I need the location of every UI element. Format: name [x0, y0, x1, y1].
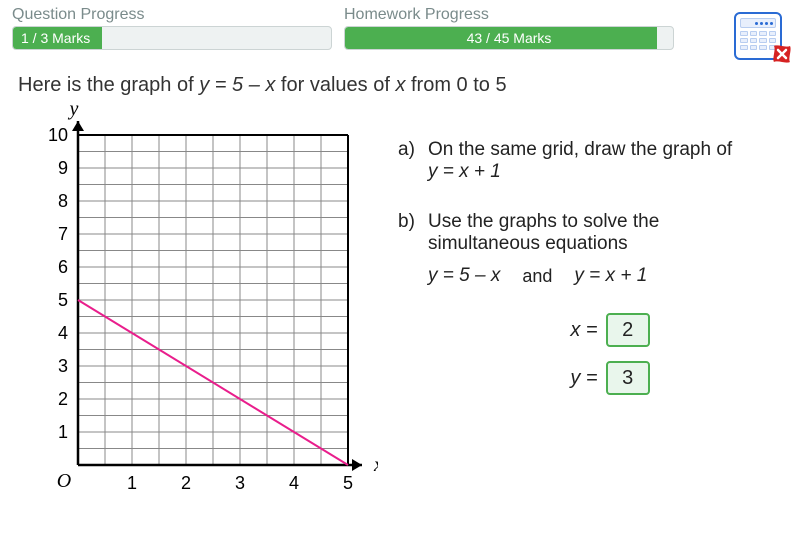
svg-text:2: 2	[58, 389, 68, 409]
svg-text:7: 7	[58, 224, 68, 244]
homework-progress-text: 43 / 45 Marks	[467, 27, 552, 49]
graph-area[interactable]: 1 2 3 4 5 1 2 3 4 5 6 7 8 9 10 Ox y	[18, 105, 378, 525]
answer-y-label: y =	[570, 367, 597, 390]
svg-text:1: 1	[127, 473, 137, 493]
question-prefix: Here is the graph of	[18, 74, 199, 96]
svg-text:8: 8	[58, 191, 68, 211]
svg-text:3: 3	[235, 473, 245, 493]
svg-text:9: 9	[58, 158, 68, 178]
part-b-label: b)	[398, 211, 422, 255]
question-progress: Question Progress 1 / 3 Marks	[12, 6, 332, 50]
svg-text:4: 4	[58, 323, 68, 343]
svg-text:x: x	[373, 454, 378, 476]
svg-text:y: y	[68, 105, 79, 120]
homework-progress-bar: 43 / 45 Marks	[344, 26, 674, 50]
part-b: b) Use the graphs to solve the simultane…	[398, 211, 782, 395]
svg-text:O: O	[57, 470, 71, 492]
disabled-x-icon	[770, 42, 794, 66]
part-b-eq1: y = 5 – x	[428, 265, 500, 287]
question-middle: for values of	[275, 74, 395, 96]
answer-x-input[interactable]: 2	[606, 313, 650, 347]
homework-progress: Homework Progress 43 / 45 Marks	[344, 6, 674, 50]
svg-text:2: 2	[181, 473, 191, 493]
question-var: x	[395, 74, 405, 96]
svg-text:10: 10	[48, 125, 68, 145]
part-b-and: and	[522, 266, 552, 287]
part-b-text2: simultaneous equations	[428, 233, 782, 255]
svg-text:1: 1	[58, 422, 68, 442]
part-a-equation: y = x + 1	[428, 161, 782, 183]
svg-text:3: 3	[58, 356, 68, 376]
part-b-equations: y = 5 – x and y = x + 1	[398, 265, 782, 287]
question-suffix: from 0 to 5	[405, 74, 506, 96]
answer-y-row: y = 3	[570, 361, 649, 395]
question-progress-text: 1 / 3 Marks	[21, 27, 90, 49]
question-progress-label: Question Progress	[12, 6, 332, 24]
part-a: a) On the same grid, draw the graph of y…	[398, 139, 782, 183]
svg-text:4: 4	[289, 473, 299, 493]
answer-x-row: x = 2	[570, 313, 649, 347]
svg-text:6: 6	[58, 257, 68, 277]
graph-svg: 1 2 3 4 5 1 2 3 4 5 6 7 8 9 10 Ox y	[18, 105, 378, 525]
header: Question Progress 1 / 3 Marks Homework P…	[0, 0, 800, 60]
homework-progress-label: Homework Progress	[344, 6, 674, 24]
answer-x-label: x =	[570, 319, 597, 342]
part-a-label: a)	[398, 139, 422, 183]
answer-y-input[interactable]: 3	[606, 361, 650, 395]
part-b-text1: Use the graphs to solve the	[428, 211, 782, 233]
part-a-text: On the same grid, draw the graph of	[428, 139, 782, 161]
svg-text:5: 5	[58, 290, 68, 310]
question-equation: y = 5 – x	[199, 74, 275, 96]
question-progress-bar: 1 / 3 Marks	[12, 26, 332, 50]
question-text: Here is the graph of y = 5 – x for value…	[0, 60, 800, 105]
part-b-eq2: y = x + 1	[574, 265, 647, 287]
answers: x = 2 y = 3	[398, 313, 782, 395]
question-parts: a) On the same grid, draw the graph of y…	[398, 105, 782, 525]
svg-text:5: 5	[343, 473, 353, 493]
calculator-button[interactable]	[734, 6, 788, 60]
